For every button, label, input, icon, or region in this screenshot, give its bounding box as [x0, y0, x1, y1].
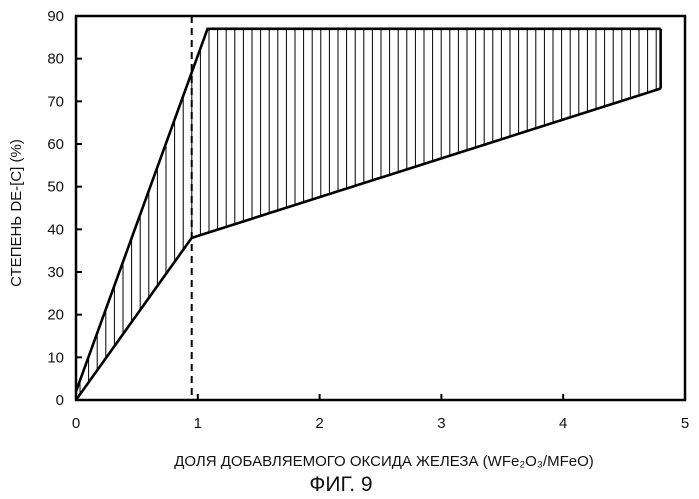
series-line-upper: [76, 29, 661, 392]
y-tick-label: 20: [47, 307, 64, 324]
y-tick-label: 50: [47, 179, 64, 196]
x-tick-label: 5: [681, 415, 689, 432]
series-line-lower: [76, 89, 661, 400]
x-tick-label: 0: [72, 415, 80, 432]
x-tick-label: 2: [315, 415, 323, 432]
y-tick-label: 30: [47, 264, 64, 281]
series-lines: [76, 29, 661, 400]
hatch-fill: [80, 16, 656, 400]
x-axis-title: ДОЛЯ ДОБАВЛЯЕМОГО ОКСИДА ЖЕЛЕЗА (WFe₂O₃/…: [174, 453, 594, 470]
y-tick-label: 0: [56, 392, 64, 409]
x-tick-label: 4: [559, 415, 567, 432]
x-tick-label: 1: [194, 415, 202, 432]
y-tick-label: 80: [47, 51, 64, 68]
y-tick-label: 40: [47, 221, 64, 238]
y-tick-label: 60: [47, 136, 64, 153]
y-tick-label: 70: [47, 93, 64, 110]
y-axis-title: СТЕПЕНЬ DE-[C] (%): [8, 139, 25, 287]
y-tick-label: 90: [47, 8, 64, 25]
figure-caption: ФИГ. 9: [309, 473, 372, 496]
y-tick-label: 10: [47, 349, 64, 366]
x-tick-label: 3: [437, 415, 445, 432]
